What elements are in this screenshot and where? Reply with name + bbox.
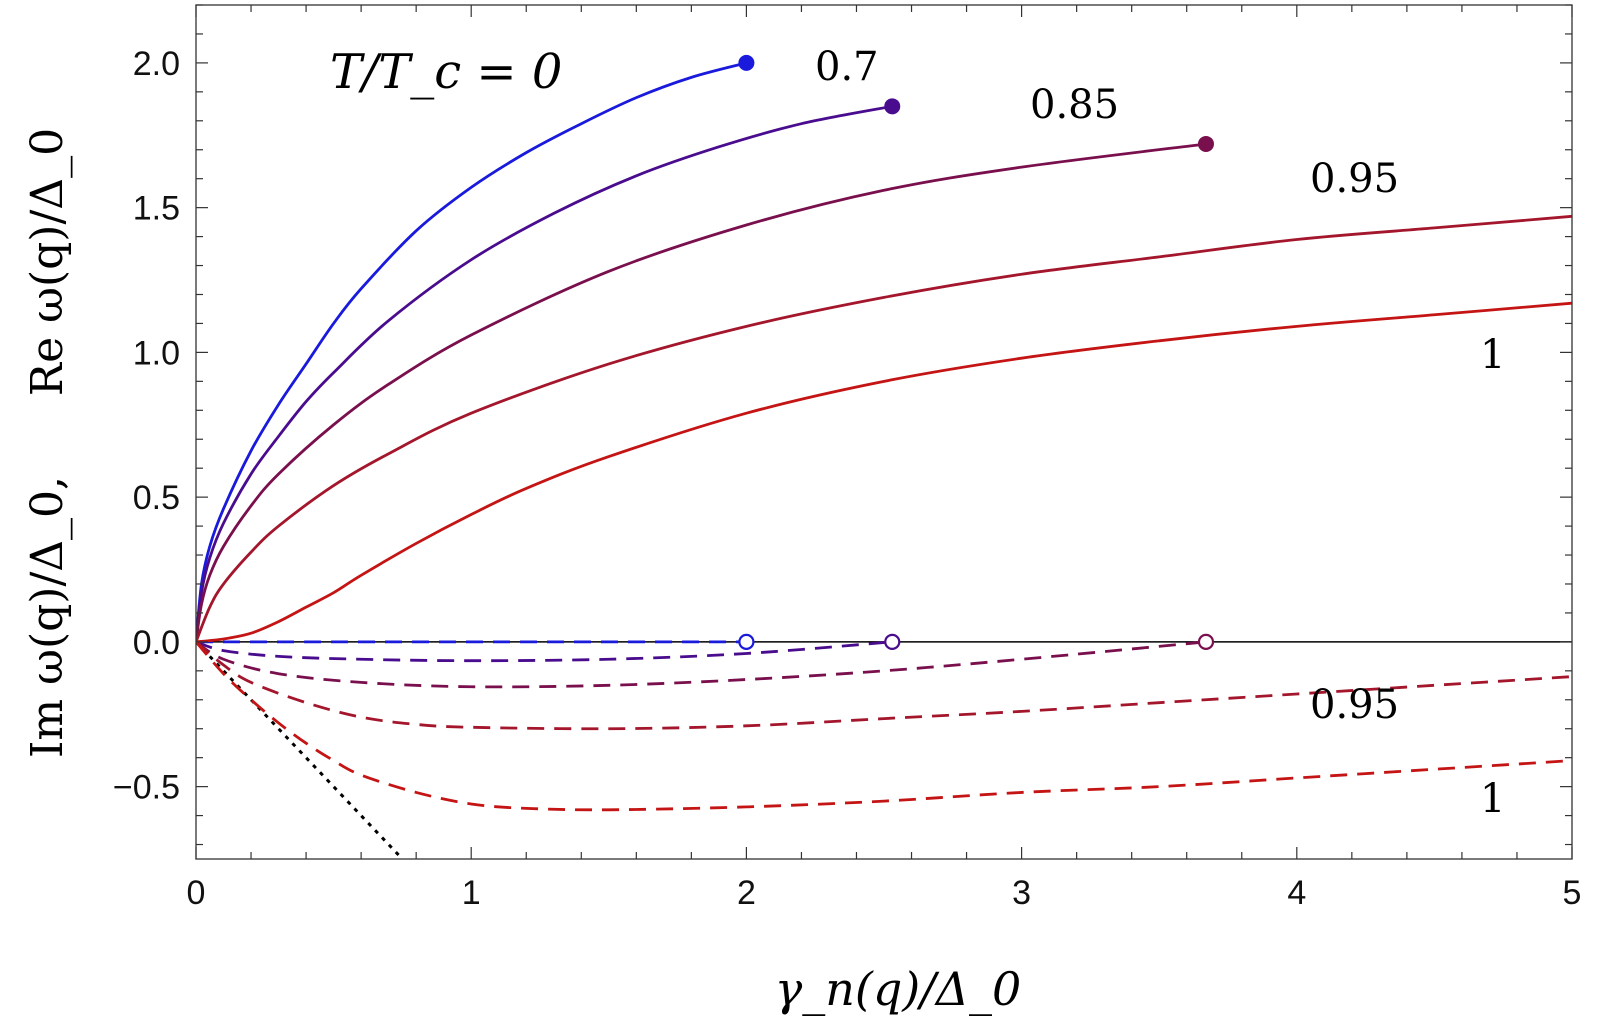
plot-frame bbox=[195, 4, 1573, 860]
y-tick-label: −0.5 bbox=[113, 769, 180, 807]
x-axis-title: γ_n(q)/Δ_0 bbox=[775, 962, 1021, 1016]
x-tick-label: 5 bbox=[1563, 874, 1582, 912]
y-tick-label: 0.0 bbox=[133, 624, 180, 662]
series-layer bbox=[196, 61, 1572, 859]
x-tick-label: 1 bbox=[462, 874, 481, 912]
im-curve-2 bbox=[196, 640, 1207, 689]
re-curve-3 bbox=[196, 214, 1572, 643]
x-tick-label: 0 bbox=[187, 874, 206, 912]
x-tick-label: 4 bbox=[1287, 874, 1306, 912]
endpoint-markers bbox=[738, 54, 1215, 650]
y-tick-label: 1.5 bbox=[133, 190, 180, 228]
curve-label-0.7: 0.7 bbox=[815, 44, 879, 90]
y-axis-title-im: Im ω(q)/Δ_0, bbox=[22, 476, 73, 758]
im-curve-3 bbox=[196, 640, 1572, 731]
re-curve-1 bbox=[196, 104, 893, 643]
re-curve-0 bbox=[196, 61, 747, 643]
im-endpoint-marker-2 bbox=[1197, 633, 1215, 650]
re-endpoint-marker-2 bbox=[1197, 135, 1214, 152]
temperature-annotation: T/T_c = 0 bbox=[330, 44, 562, 100]
im-endpoint-marker-1 bbox=[884, 633, 901, 650]
tick-labels: 0 1 2 3 4 5 −0.5 0.0 0.5 1.0 1.5 2.0 bbox=[113, 45, 1582, 912]
y-axis-title-re: Re ω(q)/Δ_0 bbox=[22, 128, 73, 396]
re-endpoint-marker-0 bbox=[738, 54, 755, 71]
curve-label-0.95-im: 0.95 bbox=[1310, 682, 1399, 728]
x-tick-label: 2 bbox=[737, 874, 756, 912]
im-endpoint-marker-0 bbox=[738, 633, 755, 650]
curve-label-0.95-re: 0.95 bbox=[1310, 156, 1399, 202]
x-tick-label: 3 bbox=[1012, 874, 1031, 912]
re-curve-4 bbox=[196, 301, 1572, 644]
curve-label-1-re: 1 bbox=[1480, 332, 1505, 378]
axis-ticks bbox=[195, 4, 1573, 859]
plot-area bbox=[196, 61, 1572, 859]
y-tick-label: 2.0 bbox=[133, 45, 180, 83]
y-tick-label: 0.5 bbox=[133, 479, 180, 517]
re-curve-2 bbox=[196, 142, 1207, 643]
y-axis-title: Im ω(q)/Δ_0, Re ω(q)/Δ_0 bbox=[22, 128, 73, 758]
curve-label-0.85: 0.85 bbox=[1030, 82, 1119, 128]
curve-label-1-im: 1 bbox=[1480, 776, 1505, 822]
y-tick-label: 1.0 bbox=[133, 334, 180, 372]
re-endpoint-marker-1 bbox=[884, 98, 901, 115]
im-curve-1 bbox=[196, 640, 893, 663]
